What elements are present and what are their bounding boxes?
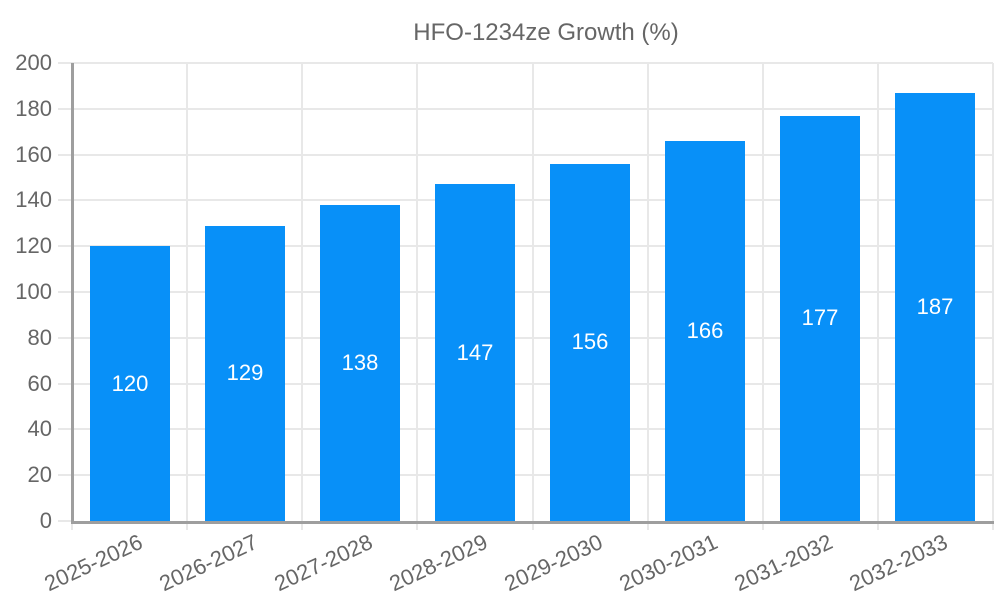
y-axis-tick-label: 40: [27, 416, 52, 441]
y-axis-tick-label: 80: [27, 325, 52, 350]
y-gridline: [58, 245, 993, 247]
x-gridline: [416, 63, 418, 530]
y-axis-line: [71, 63, 74, 523]
y-axis-tick-label: 120: [15, 233, 52, 258]
bar[interactable]: [665, 141, 745, 521]
bar[interactable]: [90, 246, 170, 521]
x-gridline: [877, 63, 879, 530]
chart-legend[interactable]: HFO-1234ze Growth (%): [0, 20, 1000, 46]
y-tick: [58, 520, 72, 522]
y-gridline: [58, 428, 993, 430]
x-axis-tick-label: 2029-2030: [500, 529, 607, 597]
y-gridline: [58, 199, 993, 201]
y-axis-tick-label: 180: [15, 96, 52, 121]
y-gridline: [58, 337, 993, 339]
bar-value-label: 120: [111, 371, 149, 396]
y-axis-tick-label: 0: [39, 508, 52, 533]
y-axis-tick-label: 20: [27, 462, 52, 487]
bar[interactable]: [895, 93, 975, 521]
legend-swatch-icon: [321, 22, 403, 44]
x-gridline: [992, 63, 994, 530]
x-gridline: [647, 63, 649, 530]
bar-value-label: 138: [341, 350, 379, 375]
x-axis-tick-label: 2032-2033: [845, 529, 952, 597]
x-gridline: [301, 63, 303, 530]
x-gridline: [532, 63, 534, 530]
x-axis-tick-label: 2030-2031: [615, 529, 722, 597]
y-gridline: [58, 291, 993, 293]
y-axis-tick-label: 60: [27, 371, 52, 396]
bar-value-label: 187: [916, 294, 954, 319]
bar[interactable]: [550, 164, 630, 521]
bar-value-label: 156: [571, 329, 609, 354]
x-axis-tick-label: 2025-2026: [40, 529, 147, 597]
x-axis-tick-label: 2028-2029: [385, 529, 492, 597]
y-gridline: [58, 474, 993, 476]
y-axis-tick-label: 140: [15, 187, 52, 212]
bar[interactable]: [205, 226, 285, 521]
bar-value-label: 129: [226, 360, 264, 385]
x-axis-line: [71, 521, 994, 524]
x-gridline: [186, 63, 188, 530]
x-gridline: [762, 63, 764, 530]
bar-value-label: 147: [456, 340, 494, 365]
x-axis-tick-label: 2027-2028: [270, 529, 377, 597]
y-gridline: [58, 154, 993, 156]
y-axis-tick-label: 160: [15, 142, 52, 167]
legend-label: HFO-1234ze Growth (%): [413, 19, 679, 46]
y-gridline: [58, 108, 993, 110]
x-axis-tick-label: 2031-2032: [730, 529, 837, 597]
y-gridline: [58, 62, 993, 64]
bar-value-label: 177: [801, 305, 839, 330]
y-axis-tick-label: 100: [15, 279, 52, 304]
y-axis-tick-label: 200: [15, 50, 52, 75]
x-axis-tick-label: 2026-2027: [155, 529, 262, 597]
bar-value-label: 166: [686, 318, 724, 343]
y-gridline: [58, 383, 993, 385]
bar[interactable]: [435, 184, 515, 521]
bar[interactable]: [780, 116, 860, 521]
bar[interactable]: [320, 205, 400, 521]
